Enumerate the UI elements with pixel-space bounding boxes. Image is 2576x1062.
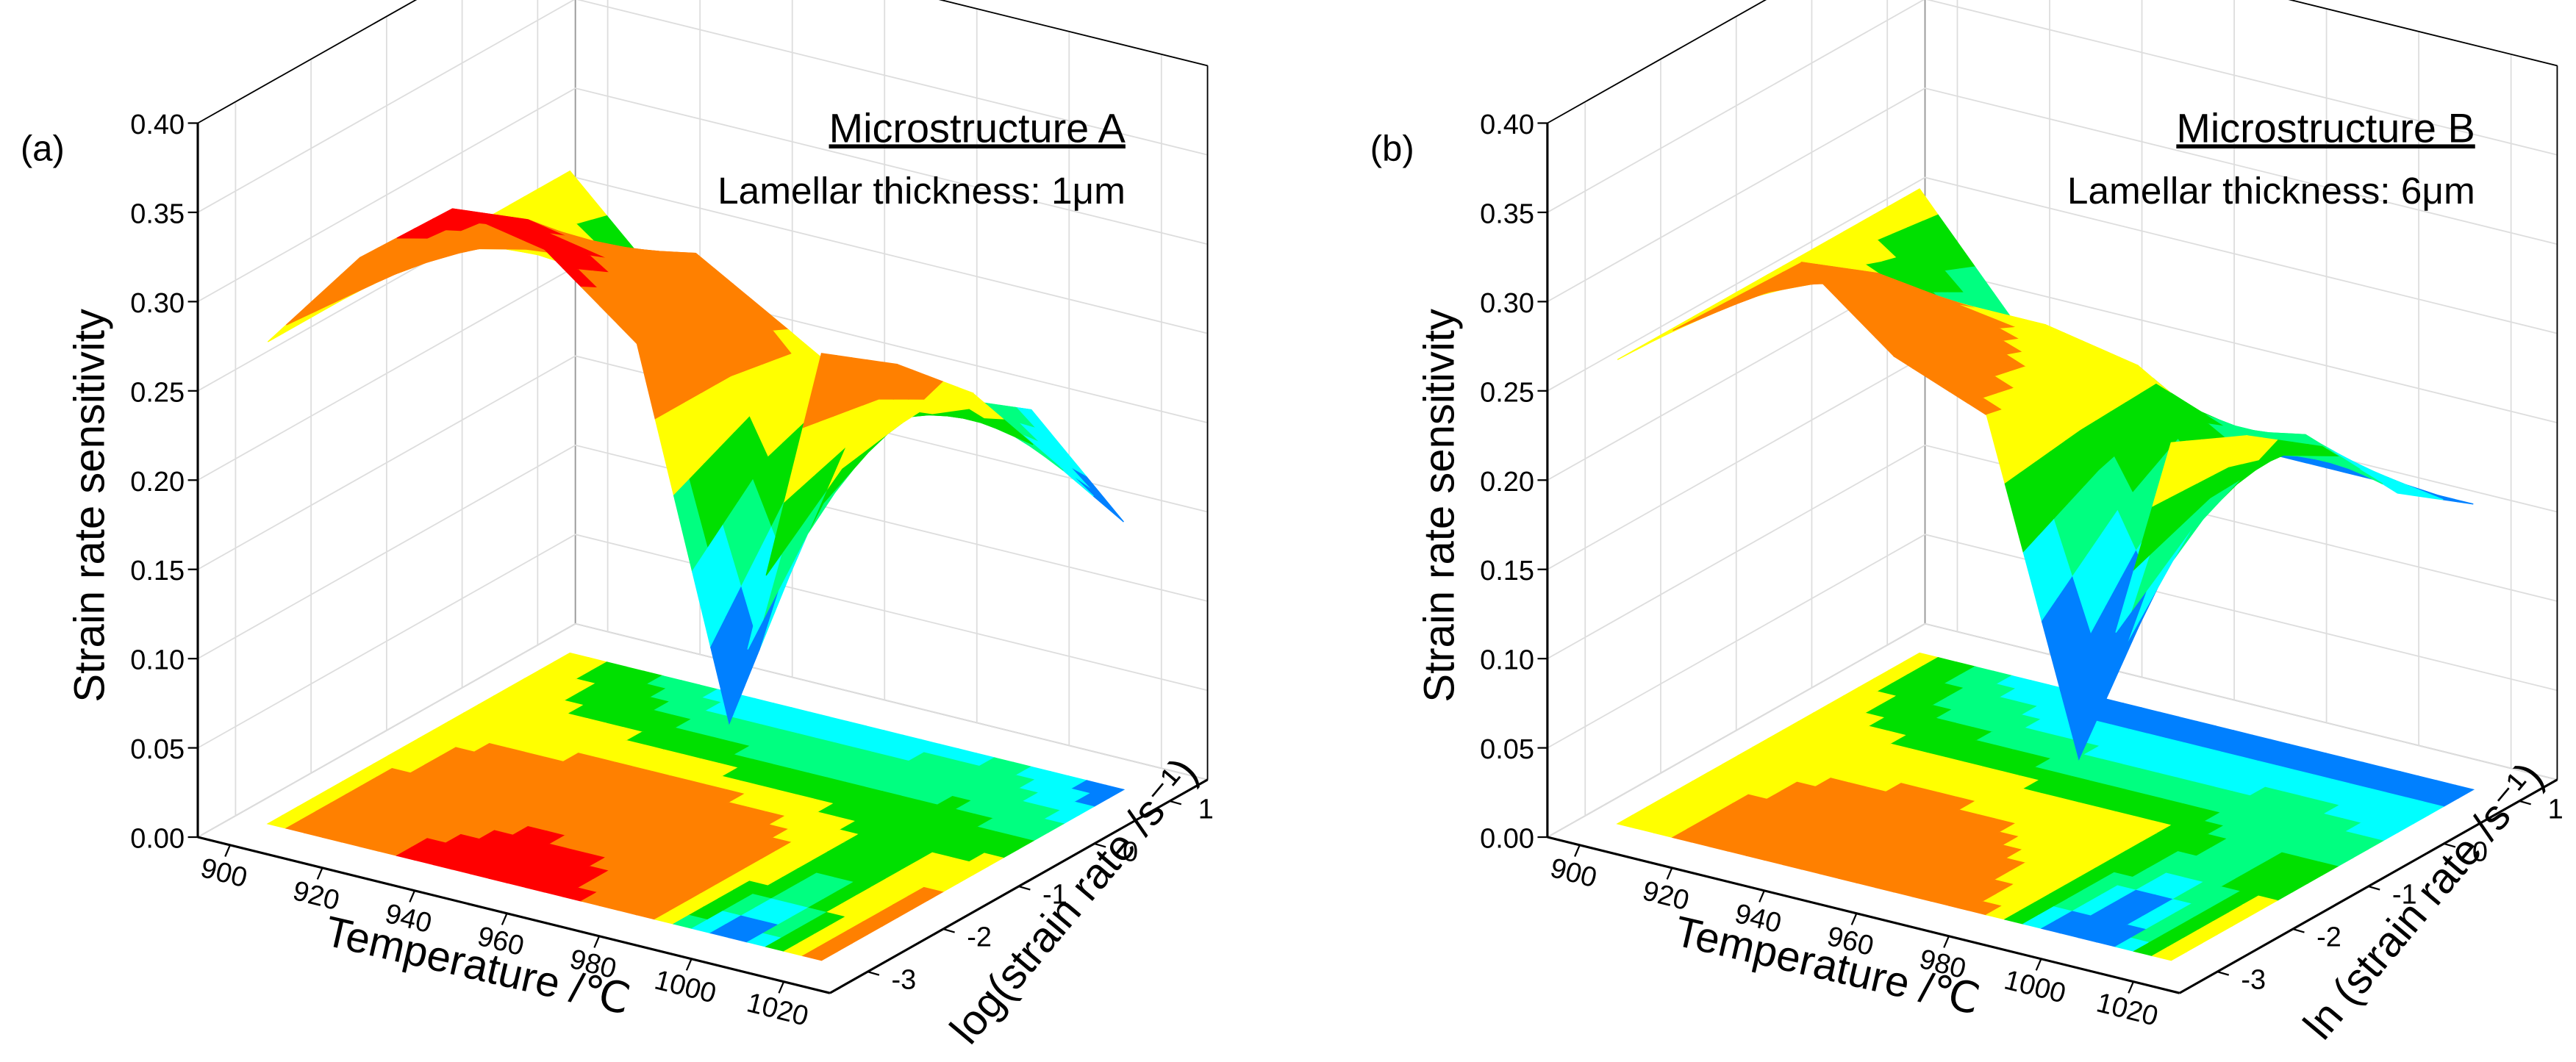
x-tick: [1574, 844, 1581, 857]
chart-subtitle: Lamellar thickness: 6μm: [2067, 170, 2475, 212]
z-tick-label: 0.10: [130, 645, 185, 676]
z-tick-label: 0.15: [1480, 556, 1534, 586]
y-tick-label: 1: [1198, 794, 1214, 825]
grid-line: [197, 355, 1208, 570]
grid-line: [1547, 623, 2558, 838]
floor-contour: [801, 947, 838, 961]
axis-line: [1547, 836, 2180, 994]
x-tick: [593, 936, 601, 948]
z-tick-label: 0.20: [1480, 467, 1534, 498]
z-tick-label: 0.35: [130, 198, 185, 229]
axis-line: [1547, 0, 1767, 124]
x-tick-label: 1020: [2093, 987, 2161, 1032]
y-tick-label: -3: [892, 965, 917, 996]
y-tick: [2368, 885, 2380, 891]
floor-contour: [2151, 947, 2188, 961]
z-tick-label: 0.00: [130, 824, 185, 855]
chart-title: Microstructure A: [829, 104, 1126, 151]
z-tick-label: 0.15: [130, 556, 185, 586]
z-tick-label: 0.35: [1480, 198, 1534, 229]
y-tick-label: -2: [967, 922, 992, 953]
x-tick: [685, 958, 693, 971]
y-tick: [2519, 800, 2531, 806]
y-tick: [1094, 842, 1106, 848]
z-tick-label: 0.25: [130, 377, 185, 408]
z-tick-label: 0.05: [130, 734, 185, 765]
z-tick-label: 0.30: [1480, 288, 1534, 319]
grid-line: [1547, 444, 2558, 659]
z-tick-label: 0.20: [130, 467, 185, 498]
x-tick: [1666, 867, 1673, 880]
z-tick-label: 0.25: [1480, 377, 1534, 408]
z-tick-label: 0.40: [130, 110, 185, 140]
grid-line: [197, 0, 1208, 213]
x-tick: [316, 867, 323, 880]
z-axis-label: Strain rate sensitivity: [65, 309, 113, 703]
chart-title: Microstructure B: [2176, 104, 2475, 151]
surface-cell: [802, 353, 837, 428]
panel-label: (a): [21, 129, 65, 168]
x-tick: [2035, 958, 2042, 971]
y-tick-label: 1: [2548, 794, 2564, 825]
y-tick-label: -1: [2392, 879, 2417, 910]
x-tick: [2128, 981, 2134, 994]
x-tick-label: 1000: [651, 964, 719, 1009]
grid-line: [1547, 176, 2558, 392]
y-tick-label: -3: [2241, 965, 2266, 996]
x-tick: [778, 981, 785, 994]
z-axis-label: Strain rate sensitivity: [1415, 309, 1463, 703]
x-tick-label: 1020: [744, 987, 812, 1032]
y-tick: [1018, 885, 1031, 891]
grid-line: [1547, 0, 2558, 213]
y-tick-label: 0: [2472, 836, 2488, 867]
y-tick: [2217, 971, 2230, 976]
y-tick-label: -1: [1042, 879, 1067, 910]
x-tick-label: 900: [1548, 853, 1600, 894]
x-tick: [1759, 890, 1765, 903]
axis-line: [197, 836, 831, 994]
axis-line: [197, 0, 418, 124]
grid-line: [197, 87, 1208, 303]
x-tick: [1850, 913, 1858, 925]
x-tick-label: 1000: [2001, 964, 2069, 1009]
z-tick-label: 0.10: [1480, 645, 1534, 676]
grid-line: [1547, 534, 2558, 749]
z-tick-label: 0.00: [1480, 824, 1534, 855]
axis-line: [2288, 0, 2558, 67]
x-tick: [501, 913, 508, 925]
y-tick: [2292, 928, 2305, 933]
z-tick-label: 0.30: [130, 288, 185, 319]
x-tick: [224, 844, 231, 857]
grid-line: [197, 534, 1208, 749]
surface-cell: [2152, 440, 2187, 507]
panel-label: (b): [1370, 129, 1414, 168]
y-tick: [1169, 800, 1182, 806]
grid-line: [197, 623, 1208, 838]
x-tick-label: 900: [198, 853, 251, 894]
grid-line: [1547, 87, 2558, 303]
x-tick: [1943, 936, 1950, 948]
z-tick-label: 0.05: [1480, 734, 1534, 765]
z-tick-label: 0.40: [1480, 110, 1534, 140]
axis-line: [938, 0, 1208, 67]
y-tick-label: 0: [1123, 836, 1138, 867]
x-tick: [409, 890, 416, 903]
y-tick: [942, 928, 955, 933]
chart-subtitle: Lamellar thickness: 1μm: [718, 170, 1126, 212]
grid-line: [197, 444, 1208, 659]
y-tick: [2443, 842, 2456, 848]
y-tick-label: -2: [2316, 922, 2341, 953]
y-tick: [867, 971, 880, 976]
